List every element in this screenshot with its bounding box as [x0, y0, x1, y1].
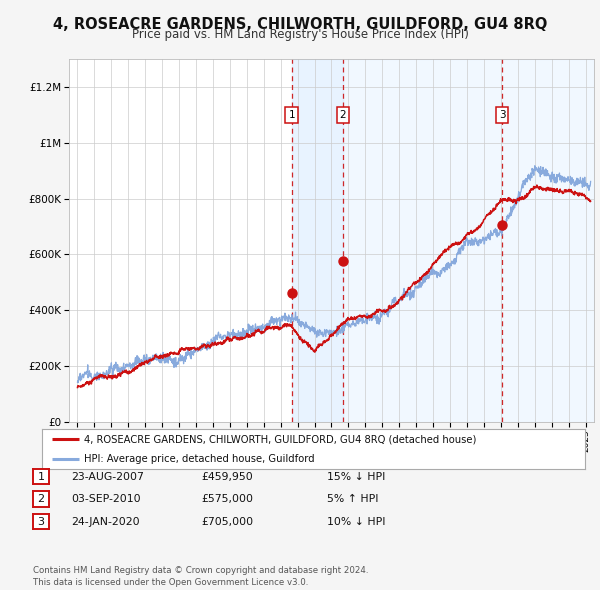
Text: £459,950: £459,950 [201, 472, 253, 481]
Text: 5% ↑ HPI: 5% ↑ HPI [327, 494, 379, 504]
Text: Contains HM Land Registry data © Crown copyright and database right 2024.
This d: Contains HM Land Registry data © Crown c… [33, 566, 368, 587]
Text: 2: 2 [340, 110, 346, 120]
Text: 24-JAN-2020: 24-JAN-2020 [71, 517, 139, 526]
Text: £575,000: £575,000 [201, 494, 253, 504]
Text: Price paid vs. HM Land Registry's House Price Index (HPI): Price paid vs. HM Land Registry's House … [131, 28, 469, 41]
Text: 4, ROSEACRE GARDENS, CHILWORTH, GUILDFORD, GU4 8RQ: 4, ROSEACRE GARDENS, CHILWORTH, GUILDFOR… [53, 17, 547, 31]
Text: HPI: Average price, detached house, Guildford: HPI: Average price, detached house, Guil… [85, 454, 315, 464]
Text: 2: 2 [37, 494, 44, 504]
Text: 10% ↓ HPI: 10% ↓ HPI [327, 517, 386, 526]
Text: 1: 1 [289, 110, 295, 120]
Text: 3: 3 [37, 517, 44, 526]
Text: 4, ROSEACRE GARDENS, CHILWORTH, GUILDFORD, GU4 8RQ (detached house): 4, ROSEACRE GARDENS, CHILWORTH, GUILDFOR… [85, 434, 477, 444]
Text: 15% ↓ HPI: 15% ↓ HPI [327, 472, 385, 481]
Text: 03-SEP-2010: 03-SEP-2010 [71, 494, 140, 504]
Bar [343, 59, 594, 422]
Text: 23-AUG-2007: 23-AUG-2007 [71, 472, 143, 481]
Text: £705,000: £705,000 [201, 517, 253, 526]
Bar [292, 59, 343, 422]
Text: 1: 1 [37, 472, 44, 481]
Text: 3: 3 [499, 110, 505, 120]
